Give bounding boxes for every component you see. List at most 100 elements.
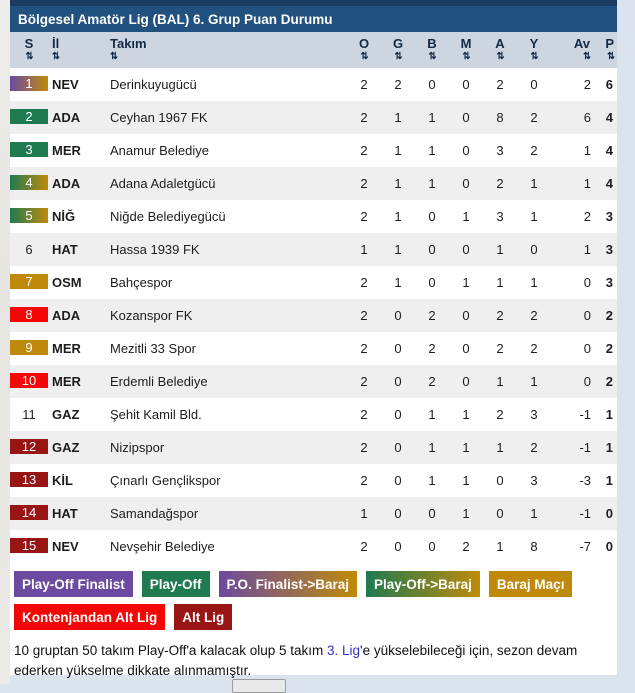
partial-button[interactable] [232, 679, 286, 693]
stat-b: 2 [428, 374, 436, 389]
position-badge: 10 [10, 373, 48, 388]
stat-av: 6 [583, 110, 591, 125]
stat-b: 1 [428, 473, 436, 488]
position-cell: 7 [10, 266, 48, 299]
legend-kontenjan_altlig: Kontenjandan Alt Lig [14, 604, 166, 630]
position-cell: 2 [10, 101, 48, 134]
position-badge: 2 [10, 109, 48, 124]
legend-playoff: Play-Off [141, 571, 210, 597]
stat-av: -1 [579, 440, 591, 455]
table-row: 5 NİĞ Niğde Belediyegücü 2 1 0 1 3 1 2 3 [10, 200, 617, 233]
stat-a: 2 [496, 407, 504, 422]
stat-av: -7 [579, 539, 591, 554]
column-header-s[interactable]: S ⇅ [10, 32, 48, 68]
province-code: NEV [52, 77, 79, 92]
position-badge: 12 [10, 439, 48, 454]
stat-p: 0 [605, 506, 613, 521]
sort-icon: ⇅ [25, 51, 34, 62]
column-header-g[interactable]: G ⇅ [381, 32, 415, 68]
province-code: GAZ [52, 407, 80, 422]
stat-y: 2 [530, 341, 538, 356]
stat-o: 2 [360, 110, 368, 125]
stat-a: 1 [496, 242, 504, 257]
stat-a: 8 [496, 110, 504, 125]
column-label-m: M [460, 36, 472, 52]
position-cell: 11 [10, 398, 48, 431]
column-header-il[interactable]: İl ⇅ [48, 32, 106, 68]
lig3-link[interactable]: 3. Lig [327, 643, 361, 658]
stat-p: 1 [605, 407, 613, 422]
stat-p: 2 [605, 374, 613, 389]
stat-av: 1 [583, 176, 591, 191]
stat-g: 0 [394, 539, 402, 554]
stat-o: 2 [360, 143, 368, 158]
sort-icon: ⇅ [496, 51, 505, 62]
stat-p: 4 [605, 176, 613, 191]
stat-a: 0 [496, 473, 504, 488]
province-code: ADA [52, 110, 81, 125]
sort-icon: ⇅ [462, 51, 471, 62]
position-cell: 6 [10, 233, 48, 266]
stat-y: 3 [530, 407, 538, 422]
stat-b: 2 [428, 308, 436, 323]
stat-p: 2 [605, 308, 613, 323]
column-label-s: S [24, 36, 34, 52]
stat-o: 2 [360, 77, 368, 92]
province-code: HAT [52, 242, 78, 257]
stat-o: 2 [360, 275, 368, 290]
stat-m: 0 [462, 374, 470, 389]
stat-a: 2 [496, 77, 504, 92]
stat-b: 0 [428, 77, 436, 92]
stat-o: 2 [360, 209, 368, 224]
table-row: 14 HAT Samandağspor 1 0 0 1 0 1 -1 0 [10, 497, 617, 530]
stat-p: 4 [605, 110, 613, 125]
stat-a: 2 [496, 341, 504, 356]
column-header-takim[interactable]: Takım ⇅ [106, 32, 347, 68]
position-badge: 3 [10, 142, 48, 157]
position-cell: 13 [10, 464, 48, 497]
column-header-o[interactable]: O ⇅ [347, 32, 381, 68]
stat-b: 0 [428, 506, 436, 521]
column-header-a[interactable]: A ⇅ [483, 32, 517, 68]
team-name: Nevşehir Belediye [110, 539, 215, 554]
stat-a: 3 [496, 143, 504, 158]
stat-av: 1 [583, 242, 591, 257]
stat-y: 1 [530, 176, 538, 191]
position-cell: 8 [10, 299, 48, 332]
province-code: NEV [52, 539, 79, 554]
table-row: 4 ADA Adana Adaletgücü 2 1 1 0 2 1 1 4 [10, 167, 617, 200]
column-header-m[interactable]: M ⇅ [449, 32, 483, 68]
column-header-av[interactable]: Av ⇅ [551, 32, 593, 68]
stat-g: 1 [394, 209, 402, 224]
column-header-p[interactable]: P ⇅ [593, 32, 617, 68]
stat-y: 2 [530, 110, 538, 125]
column-header-y[interactable]: Y ⇅ [517, 32, 551, 68]
stat-g: 0 [394, 407, 402, 422]
table-row: 8 ADA Kozanspor FK 2 0 2 0 2 2 0 2 [10, 299, 617, 332]
legend-altlig: Alt Lig [174, 604, 233, 630]
stat-o: 2 [360, 176, 368, 191]
legend-po_finalist_baraj: P.O. Finalist->Baraj [218, 571, 357, 597]
position-cell: 12 [10, 431, 48, 464]
stat-av: -1 [579, 506, 591, 521]
stat-p: 3 [605, 275, 613, 290]
stat-b: 1 [428, 143, 436, 158]
stat-a: 1 [496, 275, 504, 290]
stat-p: 1 [605, 473, 613, 488]
position-badge: 1 [10, 76, 48, 91]
stat-y: 2 [530, 308, 538, 323]
sort-icon: ⇅ [394, 51, 403, 62]
stat-p: 6 [605, 77, 613, 92]
footnote: 10 gruptan 50 takım Play-Off'a kalacak o… [10, 641, 616, 682]
stat-g: 1 [394, 110, 402, 125]
stat-o: 2 [360, 341, 368, 356]
position-number: 6 [25, 242, 33, 257]
province-code: GAZ [52, 440, 80, 455]
position-cell: 10 [10, 365, 48, 398]
team-name: Çınarlı Gençlikspor [110, 473, 221, 488]
column-header-b[interactable]: B ⇅ [415, 32, 449, 68]
table-row: 2 ADA Ceyhan 1967 FK 2 1 1 0 8 2 6 4 [10, 101, 617, 134]
stat-y: 1 [530, 374, 538, 389]
column-label-g: G [392, 36, 404, 52]
team-name: Ceyhan 1967 FK [110, 110, 208, 125]
